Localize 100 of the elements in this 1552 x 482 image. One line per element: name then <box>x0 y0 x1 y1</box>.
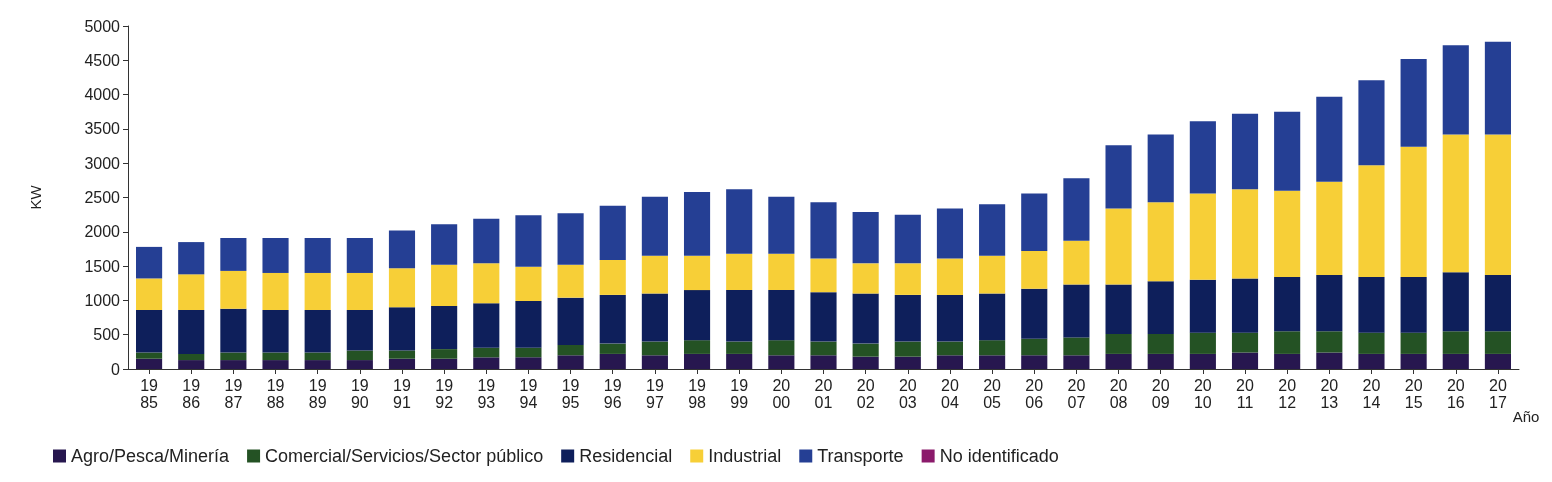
bar <box>515 347 542 358</box>
bar <box>346 237 373 273</box>
bar <box>599 343 626 354</box>
bar <box>641 196 668 256</box>
bar <box>346 272 373 310</box>
bar <box>683 255 711 291</box>
bar <box>894 214 921 264</box>
bar <box>1316 275 1343 332</box>
bar <box>473 263 500 304</box>
bar <box>304 310 331 353</box>
bar <box>178 360 205 369</box>
bar <box>1274 353 1301 369</box>
bar <box>683 192 711 256</box>
bar <box>1442 45 1469 135</box>
bar <box>1316 352 1343 369</box>
x-tick-label: 2009 <box>1151 377 1170 411</box>
bar <box>1274 331 1301 354</box>
bar <box>178 274 205 310</box>
y-axis-title: KW <box>27 184 44 210</box>
bar <box>304 352 331 361</box>
bar <box>936 341 964 356</box>
bar <box>1484 331 1511 354</box>
bar <box>852 211 879 264</box>
bar <box>473 303 500 348</box>
x-tick-label: 2007 <box>1067 377 1086 411</box>
y-tick-label: 1500 <box>84 257 121 275</box>
x-tick-label: 1996 <box>603 377 622 411</box>
bar <box>515 357 542 369</box>
bar <box>1358 332 1385 354</box>
bar <box>1063 337 1090 356</box>
bar <box>1063 240 1090 285</box>
bar <box>810 355 837 369</box>
bar <box>1442 353 1469 369</box>
y-tick-label: 5000 <box>84 17 121 35</box>
y-tick-label: 2000 <box>84 223 121 241</box>
x-tick-label: 2014 <box>1362 377 1381 411</box>
bar <box>262 360 289 369</box>
bar <box>1231 352 1259 369</box>
bar <box>936 208 964 259</box>
x-tick-label: 1991 <box>393 377 411 411</box>
bar <box>768 196 795 254</box>
y-tick-label: 500 <box>93 326 121 344</box>
bar <box>726 353 753 369</box>
bar <box>894 263 921 295</box>
bar <box>768 253 795 291</box>
bar <box>304 360 331 369</box>
bar <box>473 347 500 358</box>
bar <box>136 310 163 353</box>
bar <box>1231 189 1259 279</box>
bar <box>1400 58 1427 147</box>
bar <box>1400 146 1427 278</box>
bar <box>683 290 711 341</box>
x-tick-label: 2015 <box>1404 377 1423 411</box>
bar <box>557 213 584 265</box>
bar <box>388 230 416 269</box>
bar <box>683 353 711 369</box>
bar <box>1021 288 1048 339</box>
y-tick-label: 2500 <box>84 189 121 206</box>
x-tick-label: 2001 <box>814 377 833 411</box>
bar <box>852 343 879 357</box>
x-tick-label: 2017 <box>1489 377 1507 411</box>
bar <box>431 358 458 369</box>
bar <box>1063 355 1090 369</box>
bar <box>894 341 921 357</box>
x-tick-label: 1989 <box>308 377 327 411</box>
bar <box>768 355 795 369</box>
bar <box>1316 96 1343 182</box>
bar <box>810 258 837 293</box>
bar <box>1484 353 1511 369</box>
x-tick-label: 2011 <box>1236 377 1255 411</box>
bar <box>1316 331 1343 353</box>
bar <box>1063 284 1090 338</box>
bar <box>136 358 163 369</box>
x-tick-label: 1985 <box>140 377 159 411</box>
bar <box>1189 332 1216 354</box>
bar <box>1021 251 1048 289</box>
bar <box>1274 190 1301 278</box>
y-tick-label: 3500 <box>84 120 121 138</box>
bar <box>726 189 753 254</box>
bar <box>599 205 626 260</box>
bar <box>726 290 753 342</box>
bar <box>262 352 289 361</box>
x-tick-label: 1994 <box>519 377 538 411</box>
bar <box>894 356 921 369</box>
bar <box>1189 121 1216 194</box>
bar <box>599 353 626 369</box>
bar <box>852 356 879 369</box>
bar <box>894 294 921 342</box>
x-tick-label: 1998 <box>688 377 707 411</box>
bar <box>641 293 668 342</box>
bar <box>1442 134 1469 273</box>
bar <box>1274 277 1301 332</box>
bar <box>1105 145 1132 209</box>
bar <box>1147 134 1174 203</box>
bar <box>1231 332 1259 353</box>
bar <box>1189 353 1216 369</box>
y-tick-label: 4500 <box>84 51 121 69</box>
bar <box>515 215 542 267</box>
bar <box>136 352 163 359</box>
bar <box>936 355 964 369</box>
